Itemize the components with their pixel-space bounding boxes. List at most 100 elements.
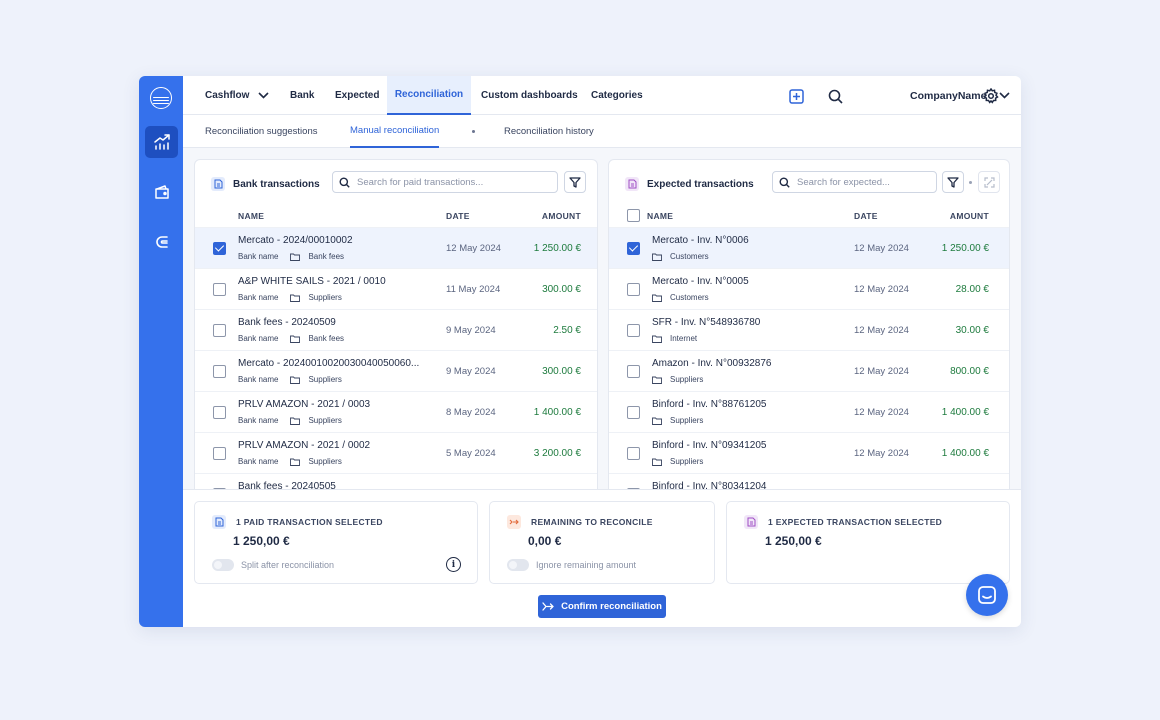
folder-icon [290, 417, 304, 425]
row-checkbox[interactable] [627, 324, 640, 337]
column-name[interactable]: NAME [647, 211, 674, 221]
search-icon [779, 177, 790, 188]
row-tag: Customers [650, 292, 711, 303]
tab-cashflow[interactable]: Cashflow [205, 76, 270, 115]
sidebar-item-wallet[interactable] [145, 176, 178, 208]
row-amount: 300.00 € [542, 366, 581, 377]
row-date: 12 May 2024 [854, 284, 909, 295]
row-amount: 30.00 € [955, 325, 989, 336]
expected-summary-card: 1 EXPECTED TRANSACTION SELECTED 1 250,00… [726, 501, 1010, 584]
bank-search[interactable] [332, 171, 558, 193]
row-checkbox[interactable] [213, 324, 226, 337]
row-checkbox[interactable] [627, 283, 640, 296]
ignore-remaining-toggle[interactable] [507, 559, 529, 571]
panel-title: Expected transactions [625, 176, 754, 192]
tab-categories[interactable]: Categories [591, 76, 643, 115]
row-date: 8 May 2024 [446, 407, 496, 418]
column-date[interactable]: DATE [854, 211, 878, 221]
row-name: Mercato - Inv. N°0005 [652, 276, 749, 287]
table-row[interactable]: A&P WHITE SAILS - 2021 / 0010 Bank name Su… [195, 269, 597, 310]
tab-expected[interactable]: Expected [335, 76, 379, 115]
row-checkbox[interactable] [213, 406, 226, 419]
table-row[interactable]: Mercato - 20240010020030040050060... Bank… [195, 351, 597, 392]
row-tags: Bank name Bank fees [236, 333, 346, 344]
arrows-icon [507, 515, 521, 529]
row-name: Mercato - 20240010020030040050060... [238, 358, 420, 369]
tag-label: Bank name [238, 375, 279, 384]
split-toggle[interactable] [212, 559, 234, 571]
row-amount: 3 200.00 € [533, 448, 581, 459]
table-row[interactable]: Binford - Inv. N°09341205 Suppliers 12 May… [609, 433, 1009, 474]
tag-label: Bank name [238, 416, 279, 425]
row-checkbox[interactable] [627, 242, 640, 255]
table-row[interactable]: SFR - Inv. N°548936780 Internet 12 May 202… [609, 310, 1009, 351]
row-checkbox[interactable] [213, 365, 226, 378]
expand-button[interactable] [978, 171, 1000, 193]
table-row[interactable]: Mercato - Inv. N°0006 Customers 12 May 202… [609, 228, 1009, 269]
row-date: 12 May 2024 [446, 243, 501, 254]
expected-search-input[interactable] [797, 176, 922, 188]
remaining-summary-card: REMAINING TO RECONCILE 0,00 € Ignore rem… [489, 501, 715, 584]
card-label: 1 PAID TRANSACTION SELECTED [236, 517, 383, 527]
subtab-reconciliation-history[interactable]: Reconciliation history [504, 115, 594, 148]
tag-label: Internet [670, 334, 698, 343]
row-name: Binford - Inv. N°09341205 [652, 440, 767, 451]
row-tag: Suppliers [288, 292, 343, 303]
row-name: Mercato - Inv. N°0006 [652, 235, 749, 246]
row-checkbox[interactable] [627, 365, 640, 378]
confirm-reconciliation-button[interactable]: Confirm reconciliation [538, 595, 666, 618]
folder-icon [290, 335, 304, 343]
table-row[interactable]: Binford - Inv. N°88761205 Suppliers 12 May… [609, 392, 1009, 433]
sidebar-item-reconcile[interactable] [145, 226, 178, 258]
row-checkbox[interactable] [213, 283, 226, 296]
row-date: 9 May 2024 [446, 366, 496, 377]
tab-custom-dashboards[interactable]: Custom dashboards [481, 76, 578, 115]
table-row[interactable]: Amazon - Inv. N°00932876 Suppliers 12 May … [609, 351, 1009, 392]
logo-icon[interactable] [150, 87, 172, 109]
search-icon [828, 89, 843, 104]
expected-filter-button[interactable] [942, 171, 964, 193]
bank-search-input[interactable] [357, 176, 527, 188]
row-checkbox[interactable] [627, 447, 640, 460]
column-amount[interactable]: AMOUNT [541, 211, 581, 221]
ignore-toggle-row: Ignore remaining amount [507, 559, 636, 571]
folder-icon [290, 376, 304, 384]
row-checkbox[interactable] [627, 406, 640, 419]
column-amount[interactable]: AMOUNT [949, 211, 989, 221]
bank-filter-button[interactable] [564, 171, 586, 193]
sidebar-item-dashboard[interactable] [145, 126, 178, 158]
table-row[interactable]: PRLV AMAZON - 2021 / 0003 Bank name Suppli… [195, 392, 597, 433]
tab-reconciliation[interactable]: Reconciliation [387, 76, 471, 115]
row-tags: Suppliers [650, 374, 705, 385]
tag-label: Suppliers [308, 375, 342, 384]
column-date[interactable]: DATE [446, 211, 470, 221]
row-tags: Bank name Bank fees [236, 251, 346, 262]
select-all-checkbox[interactable] [627, 209, 640, 222]
row-amount: 1 250.00 € [941, 243, 989, 254]
table-row[interactable]: Mercato - Inv. N°0005 Customers 12 May 202… [609, 269, 1009, 310]
column-name[interactable]: NAME [238, 211, 265, 221]
subtab-reconciliation-suggestions[interactable]: Reconciliation suggestions [205, 115, 317, 148]
tab-bank[interactable]: Bank [290, 76, 314, 115]
row-tag: Bank name [236, 456, 280, 467]
sidebar [139, 76, 183, 627]
row-tag: Customers [650, 251, 711, 262]
company-selector[interactable]: CompanyName [910, 76, 1011, 115]
subtab-manual-reconciliation[interactable]: Manual reconciliation [350, 115, 440, 148]
row-checkbox[interactable] [213, 242, 226, 255]
add-button[interactable] [787, 87, 805, 105]
search-button[interactable] [826, 87, 844, 105]
settings-button[interactable] [982, 87, 1000, 105]
table-row[interactable]: Mercato - 2024/00010002 Bank name Bank fee… [195, 228, 597, 269]
document-icon [744, 515, 758, 529]
expected-search[interactable] [772, 171, 937, 193]
table-row[interactable]: Bank fees - 20240509 Bank name Bank fees 9 … [195, 310, 597, 351]
row-tag: Internet [650, 333, 699, 344]
document-icon [211, 177, 225, 191]
row-tag: Bank name [236, 251, 280, 262]
row-checkbox[interactable] [213, 447, 226, 460]
chat-launcher[interactable] [966, 574, 1008, 616]
table-row[interactable]: PRLV AMAZON - 2021 / 0002 Bank name Suppli… [195, 433, 597, 474]
info-icon[interactable]: i [446, 557, 461, 572]
paid-summary-card: 1 PAID TRANSACTION SELECTED 1 250,00 € S… [194, 501, 478, 584]
